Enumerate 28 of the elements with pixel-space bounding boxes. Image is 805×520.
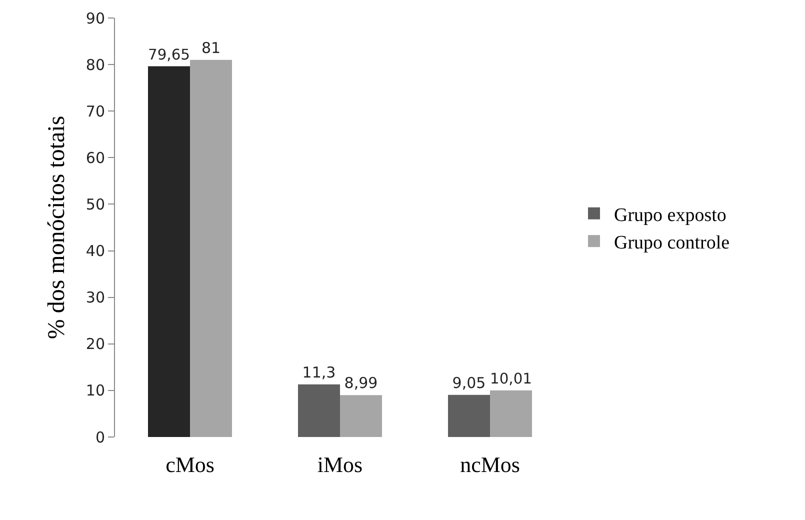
y-tick-label: 70 [86,102,105,120]
data-label: 79,65 [148,46,190,64]
y-tick-label: 10 [86,382,105,400]
data-label: 9,05 [452,374,486,392]
data-label: 10,01 [490,370,532,388]
y-tick-label: 60 [86,148,105,167]
y-tick-label: 0 [95,428,105,446]
x-tick-label: iMos [317,452,363,477]
bar [190,60,232,437]
data-label: 81 [201,38,221,57]
bar [448,394,490,437]
data-label: 11,3 [302,363,336,382]
bar [298,384,340,437]
y-tick-label: 40 [86,242,105,260]
legend-label: Grupo exposto [614,204,726,226]
y-axis-title: % dos monócitos totais [44,116,70,340]
bar [490,390,532,437]
y-tick-label: 30 [86,288,105,307]
y-tick-label: 50 [86,195,105,214]
bar [340,395,382,437]
x-tick-label: ncMos [460,452,520,477]
bar [148,66,190,437]
data-label: 8,99 [344,374,378,392]
y-tick-label: 20 [86,335,105,354]
y-tick-label: 80 [86,56,105,74]
legend-label: Grupo controle [614,232,730,254]
x-tick-label: cMos [166,452,214,477]
y-tick-label: 90 [86,9,105,28]
